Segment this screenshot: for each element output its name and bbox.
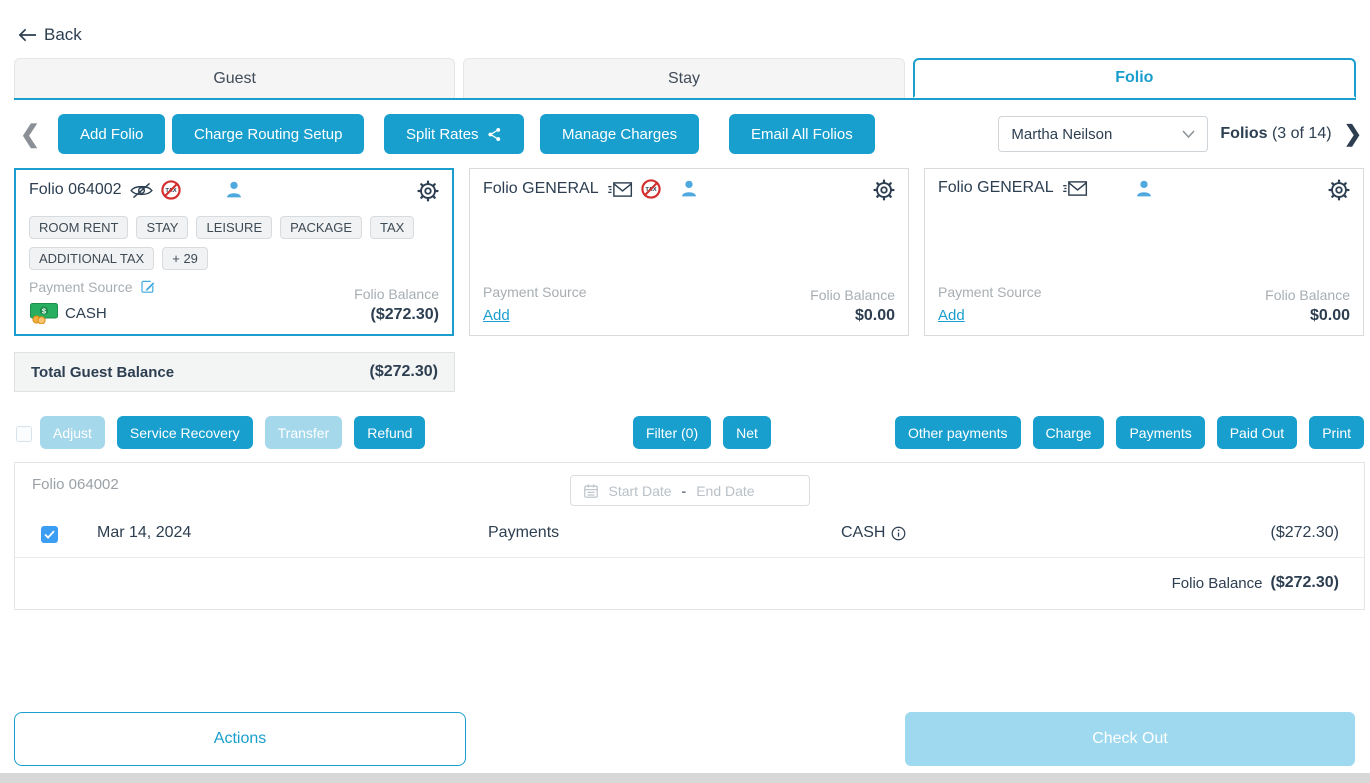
service-recovery-button[interactable]: Service Recovery <box>116 416 253 449</box>
charge-routing-setup-button[interactable]: Charge Routing Setup <box>172 114 365 154</box>
gear-icon[interactable] <box>417 180 439 202</box>
chevron-left-icon[interactable]: ❮ <box>20 121 41 148</box>
row-method: CASH <box>841 524 906 542</box>
net-button[interactable]: Net <box>723 416 771 449</box>
date-range-input[interactable]: Start Date - End Date <box>569 475 810 506</box>
chevron-down-icon <box>1182 130 1195 138</box>
ledger-balance-label: Folio Balance <box>1171 574 1263 592</box>
other-payments-button[interactable]: Other payments <box>894 416 1021 449</box>
folio-card-title: Folio GENERAL TAX <box>483 179 661 199</box>
total-guest-balance-amount: ($272.30) <box>369 363 439 380</box>
folio-card-title: Folio GENERAL <box>938 179 1088 197</box>
refund-button[interactable]: Refund <box>354 416 426 449</box>
chevron-right-icon[interactable]: ❯ <box>1343 121 1362 146</box>
total-guest-balance: Total Guest Balance ($272.30) <box>14 352 455 392</box>
edit-icon[interactable] <box>140 279 156 295</box>
back-link[interactable]: Back <box>18 25 82 45</box>
charge-button[interactable]: Charge <box>1032 416 1105 449</box>
check-out-button[interactable]: Check Out <box>905 712 1355 766</box>
tag-package: PACKAGE <box>280 216 363 239</box>
back-label: Back <box>44 25 82 44</box>
folio-cards: Folio 064002 TAX <box>14 168 1365 336</box>
actions-button[interactable]: Actions <box>14 712 466 766</box>
tab-bar: Guest Stay Folio <box>14 58 1356 100</box>
paid-out-button[interactable]: Paid Out <box>1216 416 1298 449</box>
gear-icon[interactable] <box>873 179 895 201</box>
tag-additional-tax: ADDITIONAL TAX <box>29 247 155 270</box>
guest-selector-value: Martha Neilson <box>1011 125 1113 143</box>
print-button[interactable]: Print <box>1309 416 1364 449</box>
person-icon[interactable] <box>680 179 699 198</box>
email-all-folios-button[interactable]: Email All Folios <box>729 114 875 154</box>
back-arrow-icon <box>18 28 37 42</box>
horizontal-scrollbar[interactable] <box>0 773 1370 783</box>
manage-charges-button[interactable]: Manage Charges <box>540 114 700 154</box>
email-sent-icon <box>1062 180 1088 197</box>
info-icon[interactable] <box>891 526 906 541</box>
payment-source-value: $ CASH <box>29 302 156 324</box>
ledger-footer: Folio Balance ($272.30) <box>15 557 1364 609</box>
select-all-checkbox[interactable] <box>16 426 32 442</box>
add-folio-button[interactable]: Add Folio <box>58 114 166 154</box>
payment-source-label: Payment Source <box>938 284 1042 300</box>
adjust-button[interactable]: Adjust <box>40 416 105 449</box>
row-amount: ($272.30) <box>1270 524 1340 541</box>
ledger-balance-amount: ($272.30) <box>1270 574 1340 591</box>
tag-more[interactable]: + 29 <box>162 247 208 270</box>
folio-card-general-1[interactable]: Folio GENERAL TAX <box>469 168 909 336</box>
folios-counter: Folios (3 of 14) <box>1220 125 1332 142</box>
person-icon[interactable] <box>225 180 244 199</box>
start-date-placeholder[interactable]: Start Date <box>608 482 672 499</box>
guest-selector[interactable]: Martha Neilson <box>998 116 1209 152</box>
tab-guest[interactable]: Guest <box>14 58 456 98</box>
svg-text:$: $ <box>42 306 47 315</box>
row-type: Payments <box>488 524 560 541</box>
folio-card-064002[interactable]: Folio 064002 TAX <box>14 168 454 336</box>
cash-icon: $ <box>29 302 59 324</box>
total-guest-balance-label: Total Guest Balance <box>31 363 175 381</box>
folio-balance-amount: ($272.30) <box>370 306 440 323</box>
transfer-button[interactable]: Transfer <box>264 416 343 449</box>
end-date-placeholder[interactable]: End Date <box>696 482 755 499</box>
folio-balance-amount: $0.00 <box>1309 307 1350 324</box>
row-checkbox[interactable] <box>41 526 58 543</box>
row-date: Mar 14, 2024 <box>97 524 192 541</box>
folio-card-general-2[interactable]: Folio GENERAL <box>924 168 1364 336</box>
charge-tags: ROOM RENT STAY LEISURE PACKAGE TAX ADDIT… <box>29 216 443 270</box>
folio-balance-label: Folio Balance <box>810 287 895 303</box>
no-tax-icon: TAX <box>160 180 181 200</box>
folio-card-title: Folio 064002 TAX <box>29 180 181 200</box>
gear-icon[interactable] <box>1328 179 1350 201</box>
eye-slash-icon <box>129 182 153 199</box>
tag-leisure: LEISURE <box>196 216 273 239</box>
tag-stay: STAY <box>136 216 189 239</box>
payment-source-label: Payment Source <box>29 279 156 295</box>
no-tax-icon: TAX <box>640 179 661 199</box>
add-payment-source-link[interactable]: Add <box>483 307 510 324</box>
payment-source-label: Payment Source <box>483 284 587 300</box>
ledger-actions-row: Adjust Service Recovery Transfer Refund … <box>0 416 1370 450</box>
ledger-row[interactable]: Mar 14, 2024 Payments CASH ($272.30) <box>15 511 1364 558</box>
split-rates-button[interactable]: Split Rates <box>384 114 524 154</box>
folio-balance-amount: $0.00 <box>854 307 895 324</box>
tag-room-rent: ROOM RENT <box>29 216 129 239</box>
add-payment-source-link[interactable]: Add <box>938 307 965 324</box>
calendar-icon <box>583 483 599 499</box>
date-range-separator: - <box>681 482 687 499</box>
tab-stay[interactable]: Stay <box>463 58 905 98</box>
folio-balance-label: Folio Balance <box>354 286 439 302</box>
folio-ledger-panel: Folio 064002 Start Date - End Date Mar 1… <box>14 462 1365 610</box>
person-icon[interactable] <box>1135 179 1154 198</box>
filter-button[interactable]: Filter (0) <box>633 416 712 449</box>
tag-tax: TAX <box>370 216 415 239</box>
folio-toolbar: ❮ Add Folio Charge Routing Setup Split R… <box>0 114 1370 154</box>
email-sent-icon <box>607 181 633 198</box>
payments-button[interactable]: Payments <box>1116 416 1205 449</box>
folio-balance-label: Folio Balance <box>1265 287 1350 303</box>
share-icon <box>487 127 502 142</box>
ledger-folio-label: Folio 064002 <box>32 476 119 493</box>
tab-folio[interactable]: Folio <box>912 58 1356 98</box>
